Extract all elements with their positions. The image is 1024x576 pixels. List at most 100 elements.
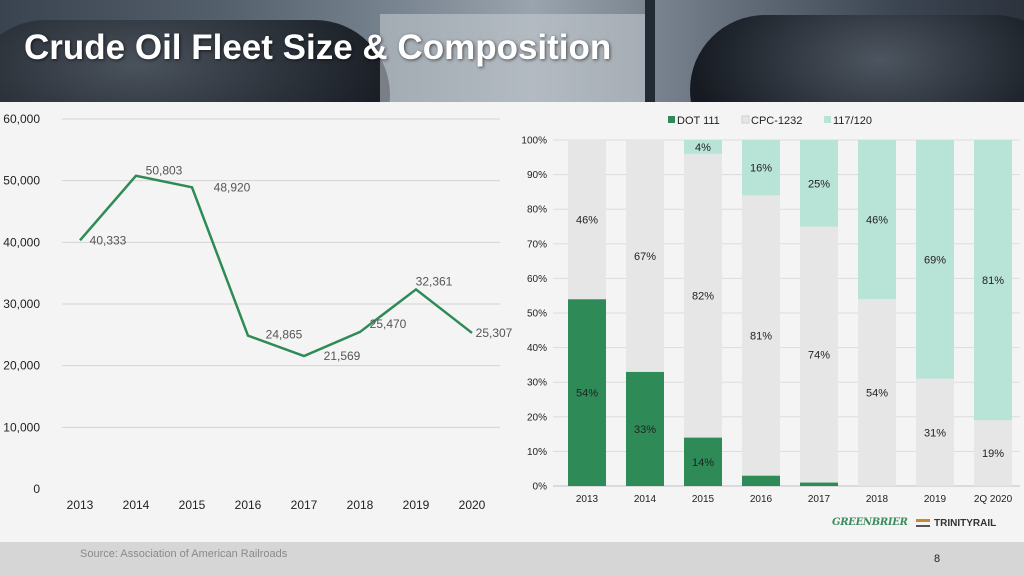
bar-x-tick-label: 2017 (808, 494, 831, 505)
line-y-tick-label: 30,000 (3, 297, 40, 311)
boxcar-image (380, 14, 650, 102)
bar-segment-r117 (974, 140, 1012, 421)
bar-segment-dot111 (800, 482, 838, 486)
line-y-tick-label: 50,000 (3, 174, 40, 188)
bar-segment-cpc1232 (974, 420, 1012, 486)
bar-x-tick-label: 2Q 2020 (974, 494, 1013, 505)
line-data-label: 25,307 (476, 326, 513, 340)
bar-data-label: 69% (924, 254, 946, 266)
tank-car-image-right (690, 15, 1024, 102)
line-y-tick-label: 10,000 (3, 420, 40, 434)
bar-y-tick-label: 10% (527, 447, 547, 458)
line-x-tick-label: 2015 (179, 498, 206, 512)
bar-y-tick-label: 20% (527, 412, 547, 423)
bar-segment-r117 (916, 140, 954, 379)
legend-swatch-dot111 (668, 116, 675, 123)
bar-data-label: 16% (750, 163, 772, 175)
line-x-tick-label: 2019 (403, 498, 430, 512)
pole-image (645, 0, 655, 102)
bar-x-tick-label: 2016 (750, 494, 773, 505)
bar-x-tick-label: 2015 (692, 494, 715, 505)
bar-x-tick-label: 2018 (866, 494, 889, 505)
bar-segment-cpc1232 (568, 140, 606, 300)
bar-data-label: 4% (695, 142, 711, 154)
bar-y-tick-label: 80% (527, 205, 547, 216)
bar-data-label: 67% (634, 251, 656, 263)
trinity-rail-logo: TRINITYRAIL (916, 518, 996, 529)
bar-y-tick-label: 0% (533, 482, 548, 493)
bar-data-label: 54% (576, 388, 598, 400)
bar-segment-cpc1232 (858, 299, 896, 486)
line-x-tick-label: 2018 (347, 498, 374, 512)
bar-x-tick-label: 2014 (634, 494, 657, 505)
bar-y-tick-label: 70% (527, 239, 547, 250)
bar-y-tick-label: 50% (527, 309, 547, 320)
bar-segment-dot111 (626, 371, 664, 486)
bar-segment-r117 (742, 140, 780, 196)
line-data-label: 21,569 (324, 349, 361, 363)
bar-segment-dot111 (568, 299, 606, 486)
bar-data-label: 81% (982, 275, 1004, 287)
bar-data-label: 74% (808, 350, 830, 362)
fleet-size-line (79, 174, 473, 358)
page-title: Crude Oil Fleet Size & Composition (24, 28, 612, 67)
line-x-tick-label: 2017 (291, 498, 318, 512)
bar-segment-dot111 (742, 475, 780, 486)
bar-data-label: 81% (750, 330, 772, 342)
bar-x-tick-label: 2013 (576, 494, 599, 505)
bar-data-label: 54% (866, 388, 888, 400)
line-y-tick-label: 40,000 (3, 235, 40, 249)
legend-label-cpc1232: CPC-1232 (751, 115, 802, 127)
bar-segment-cpc1232 (626, 140, 664, 372)
bar-data-label: 46% (866, 215, 888, 227)
bar-data-label: 82% (692, 291, 714, 303)
legend-swatch-cpc1232 (741, 115, 750, 124)
line-x-tick-label: 2014 (123, 498, 150, 512)
header-banner: Crude Oil Fleet Size & Composition (0, 0, 1024, 102)
bar-y-tick-label: 40% (527, 343, 547, 354)
line-data-label: 40,333 (90, 233, 127, 247)
footer-bar (0, 542, 1024, 576)
legend-label-dot111: DOT 111 (677, 115, 720, 127)
line-data-label: 25,470 (370, 317, 407, 331)
line-data-label: 48,920 (214, 180, 251, 194)
bar-data-label: 46% (576, 215, 598, 227)
bar-data-label: 31% (924, 427, 946, 439)
bar-segment-cpc1232 (916, 378, 954, 486)
page-number: 8 (934, 553, 941, 565)
bar-segment-r117 (858, 140, 896, 300)
bar-y-tick-label: 90% (527, 170, 547, 181)
line-x-tick-label: 2013 (67, 498, 94, 512)
bar-segment-dot111 (684, 437, 722, 486)
line-y-tick-label: 20,000 (3, 359, 40, 373)
partner-logos: GREENBRIER TRINITYRAIL (832, 515, 1022, 539)
source-note: Source: Association of American Railroad… (80, 548, 288, 560)
bar-segment-cpc1232 (800, 226, 838, 483)
bar-segment-cpc1232 (742, 195, 780, 476)
bar-segment-r117 (800, 140, 838, 227)
line-x-tick-label: 2020 (459, 498, 486, 512)
bar-data-label: 19% (982, 448, 1004, 460)
bar-data-label: 25% (808, 178, 830, 190)
trinity-logo-text: TRINITYRAIL (934, 518, 997, 529)
bar-y-tick-label: 60% (527, 274, 547, 285)
line-y-tick-label: 60,000 (3, 112, 40, 126)
legend-swatch-r117 (824, 116, 831, 123)
line-x-tick-label: 2016 (235, 498, 262, 512)
line-data-label: 32,361 (416, 274, 453, 288)
bar-y-tick-label: 30% (527, 378, 547, 389)
bar-segment-r117 (684, 140, 722, 154)
line-data-label: 24,865 (266, 328, 303, 342)
legend-label-r117: 117/120 (833, 115, 872, 127)
content-panel (0, 102, 1024, 542)
bar-x-tick-label: 2019 (924, 494, 947, 505)
trinity-mark-icon (916, 519, 930, 528)
line-y-tick-label: 0 (33, 482, 40, 496)
greenbrier-logo: GREENBRIER (832, 517, 908, 528)
bar-y-tick-label: 100% (521, 136, 547, 147)
bar-segment-cpc1232 (684, 153, 722, 438)
line-data-label: 50,803 (146, 164, 183, 178)
bar-data-label: 33% (634, 424, 656, 436)
bar-data-label: 14% (692, 457, 714, 469)
